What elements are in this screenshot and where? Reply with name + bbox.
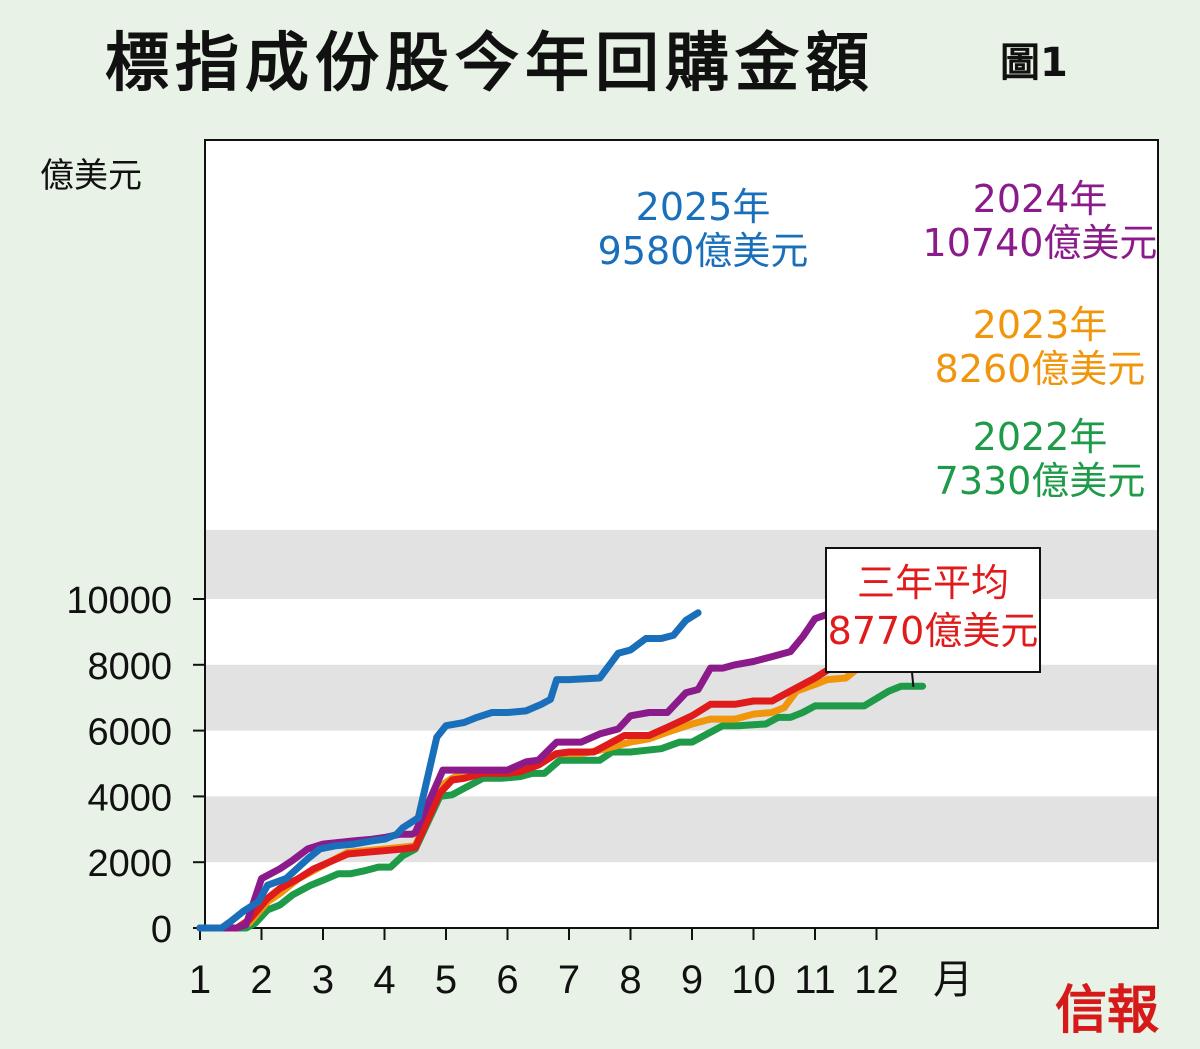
average-callout-box: [825, 547, 1041, 673]
figure-number: 圖1: [1000, 40, 1068, 86]
x-tick-label: 10: [731, 958, 776, 1002]
series-line-2022: [196, 682, 927, 932]
y-axis: 0 2000 4000 6000 8000 10000: [66, 580, 205, 951]
y-tick-label: 10000: [66, 580, 172, 622]
x-tick-label: 11: [794, 958, 836, 1002]
y-tick-label: 2000: [87, 843, 172, 885]
x-tick-label: 4: [373, 958, 395, 1002]
x-tick-label: 5: [435, 958, 457, 1002]
x-tick-label: 7: [558, 958, 580, 1002]
x-tick-label: 8: [619, 958, 641, 1002]
y-axis-unit-label: 億美元: [40, 156, 142, 196]
series-lines: [196, 570, 927, 932]
series-label-2024: 2024年: [973, 177, 1108, 221]
y-tick-label: 8000: [87, 646, 172, 688]
x-tick-label: 1: [189, 958, 211, 1002]
x-axis-unit-label: 月: [933, 957, 973, 1003]
series-label-2024: 10740億美元: [923, 221, 1158, 265]
chart-title: 標指成份股今年回購金額: [105, 27, 875, 101]
series-label-2022: 2022年: [973, 415, 1108, 459]
series-label-2023: 2023年: [973, 303, 1108, 347]
x-tick-label: 9: [681, 958, 703, 1002]
plot-frame: [204, 139, 1159, 929]
series-label-avg: 8770億美元: [828, 609, 1039, 653]
series-label-2022: 7330億美元: [935, 459, 1146, 503]
series-label-2023: 8260億美元: [935, 347, 1146, 391]
y-tick-label: 0: [151, 909, 172, 951]
series-label-avg: 三年平均: [857, 561, 1009, 605]
series-label-2025: 9580億美元: [598, 229, 809, 273]
y-tick-label: 6000: [87, 712, 172, 754]
x-tick-label: 2: [250, 958, 272, 1002]
series-line-avg: [196, 636, 927, 932]
x-tick-label: 3: [312, 958, 334, 1002]
y-tick-label: 4000: [87, 777, 172, 819]
x-tick-label: 6: [496, 958, 518, 1002]
x-axis: 1 2 3 4 5 6 7 8 9 10 11 12 月: [189, 928, 973, 1003]
series-line-2024: [196, 570, 927, 932]
series-line-2025: [196, 609, 702, 932]
series-label-2025: 2025年: [636, 185, 771, 229]
brand-logo: 信報: [1055, 980, 1160, 1041]
x-tick-label: 12: [854, 958, 899, 1002]
